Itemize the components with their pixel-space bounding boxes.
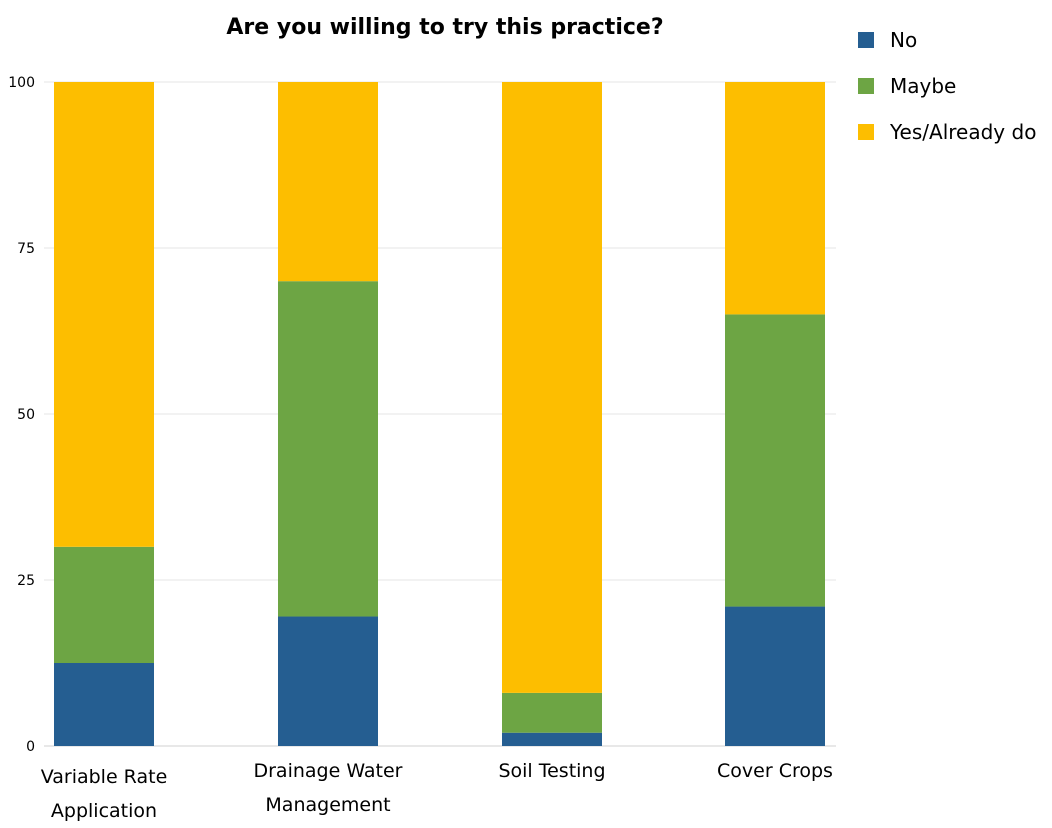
legend-label: Maybe xyxy=(890,74,956,98)
legend-label: Yes/Already do xyxy=(889,120,1036,144)
y-tick-label: 0 xyxy=(26,739,35,755)
y-tick-label: 75 xyxy=(17,241,35,257)
x-category-label: Cover Crops xyxy=(717,760,833,782)
bar-segment xyxy=(278,616,378,746)
legend: No Maybe Yes/Already do xyxy=(858,28,1036,144)
x-axis-labels: Variable Rate Application Drainage Water Ma… xyxy=(41,760,833,822)
x-category-label: Drainage Water Management xyxy=(253,760,402,816)
legend-swatch xyxy=(858,32,874,48)
bar-segment xyxy=(54,546,154,663)
bar-segment xyxy=(725,82,825,315)
y-tick-label: 25 xyxy=(17,573,35,589)
bar-segment xyxy=(502,82,602,693)
bar-segment xyxy=(278,82,378,282)
bar-segment xyxy=(502,692,602,733)
bar-segment xyxy=(502,732,602,746)
legend-swatch xyxy=(858,78,874,94)
legend-label: No xyxy=(890,28,917,52)
bar-segment xyxy=(54,82,154,547)
x-category-label: Soil Testing xyxy=(498,760,605,782)
bar-segment xyxy=(278,281,378,617)
chart-title: Are you willing to try this practice? xyxy=(226,15,663,40)
gridlines xyxy=(44,81,836,747)
x-category-label: Variable Rate Application xyxy=(41,766,168,822)
y-tick-label: 50 xyxy=(17,407,35,423)
y-axis-ticks: 0 25 50 75 100 xyxy=(8,75,35,755)
bar-segment xyxy=(725,314,825,607)
legend-swatch xyxy=(858,124,874,140)
y-tick-label: 100 xyxy=(8,75,35,91)
bars xyxy=(54,82,825,746)
bar-segment xyxy=(725,606,825,746)
bar-segment xyxy=(54,663,154,746)
